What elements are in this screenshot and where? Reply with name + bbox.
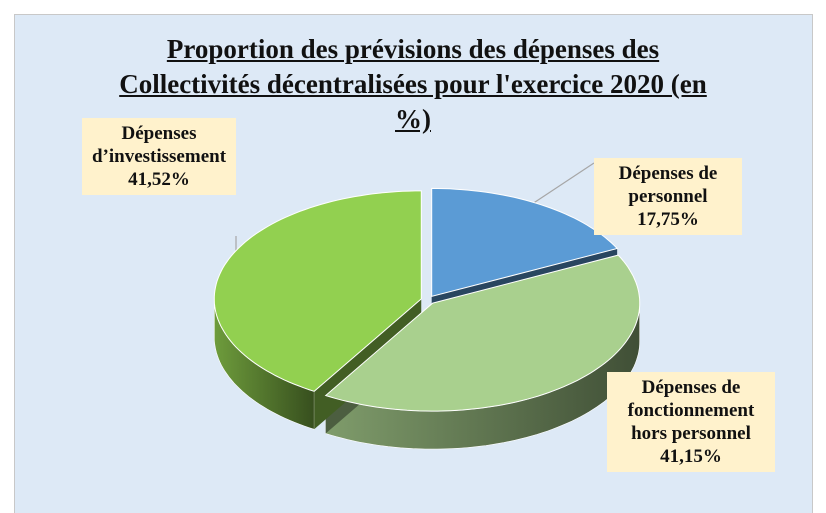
data-label: Dépenses de personnel 17,75% [594, 158, 742, 235]
data-label: Dépenses d’investissement 41,52% [82, 118, 236, 195]
label-value: 41,15% [660, 446, 722, 467]
slice [213, 190, 422, 392]
chart-title: Proportion des prévisions des dépenses d… [119, 34, 707, 134]
label-value: 41,52% [128, 169, 190, 190]
label-value: 17,75% [637, 209, 699, 230]
slice [324, 254, 641, 412]
label-category: Dépenses de personnel [618, 163, 718, 207]
label-category: Dépenses de fonctionnement hors personne… [627, 377, 755, 444]
data-label: Dépenses de fonctionnement hors personne… [607, 372, 775, 472]
label-category: Dépenses d’investissement [91, 123, 227, 167]
